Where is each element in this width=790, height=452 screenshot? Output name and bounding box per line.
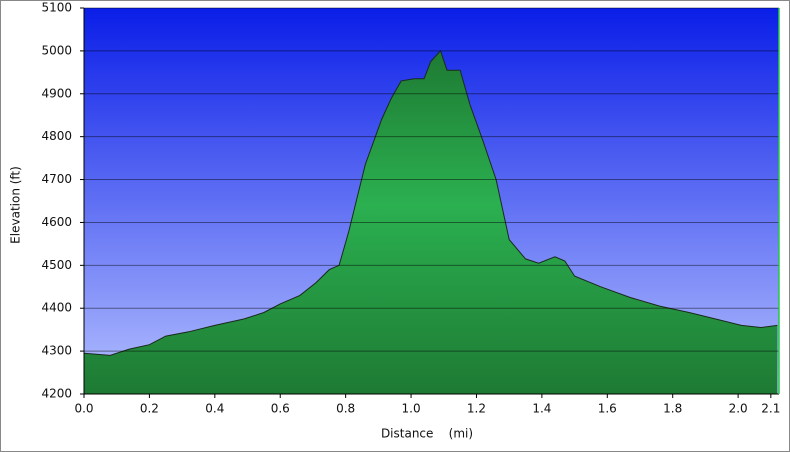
y-tick-label: 4800 (41, 129, 72, 143)
x-tick-label: 1.0 (402, 402, 421, 416)
y-tick-label: 4500 (41, 258, 72, 272)
x-tick-label: 0.8 (336, 402, 355, 416)
y-axis-label: Elevation (ft) (9, 166, 23, 244)
y-tick-label: 5100 (41, 1, 72, 15)
y-tick-label: 5000 (41, 43, 72, 57)
x-tick-label: 1.6 (598, 402, 617, 416)
x-tick-label: 0.2 (140, 402, 159, 416)
x-tick-label: 0.4 (205, 402, 224, 416)
y-tick-label: 4700 (41, 172, 72, 186)
x-tick-label: 2.1 (761, 402, 780, 416)
x-tick-label: 2.0 (729, 402, 748, 416)
x-tick-label: 1.4 (532, 402, 551, 416)
x-axis-label: Distance (mi) (381, 427, 473, 441)
area (84, 50, 778, 395)
y-tick-label: 4200 (41, 387, 72, 401)
y-tick-label: 4600 (41, 215, 72, 229)
x-tick-label: 0.0 (74, 402, 93, 416)
x-tick-label: 1.8 (663, 402, 682, 416)
x-tick-label: 1.2 (467, 402, 486, 416)
x-tick-label: 0.6 (271, 402, 290, 416)
y-tick-label: 4300 (41, 344, 72, 358)
y-tick-label: 4900 (41, 86, 72, 100)
profile-line (83, 49, 778, 356)
y-tick-label: 4400 (41, 301, 72, 315)
